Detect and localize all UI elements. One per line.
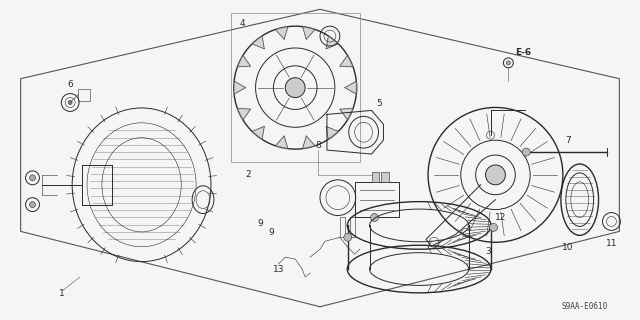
Text: 9: 9 <box>258 219 264 228</box>
Polygon shape <box>237 108 250 120</box>
Bar <box>78 89 90 100</box>
Polygon shape <box>345 81 356 94</box>
Text: 11: 11 <box>605 239 617 248</box>
Polygon shape <box>340 108 353 120</box>
Circle shape <box>371 213 378 221</box>
Text: S9AA-E0610: S9AA-E0610 <box>561 302 607 311</box>
Bar <box>355 182 399 217</box>
Text: 13: 13 <box>273 265 284 274</box>
Polygon shape <box>252 36 264 49</box>
Polygon shape <box>326 126 339 140</box>
Polygon shape <box>275 136 288 149</box>
Bar <box>340 218 345 237</box>
Circle shape <box>344 233 352 241</box>
Polygon shape <box>326 36 339 49</box>
Text: E-6: E-6 <box>515 48 531 57</box>
Circle shape <box>29 175 35 181</box>
Text: 4: 4 <box>240 19 246 28</box>
Circle shape <box>285 78 305 98</box>
Polygon shape <box>234 81 246 94</box>
Bar <box>349 218 355 237</box>
Polygon shape <box>237 55 250 67</box>
Circle shape <box>522 148 530 156</box>
Circle shape <box>506 61 510 65</box>
Circle shape <box>29 202 35 208</box>
Polygon shape <box>275 27 288 39</box>
Circle shape <box>490 223 497 231</box>
Circle shape <box>486 165 506 185</box>
Circle shape <box>68 100 72 105</box>
Text: 2: 2 <box>246 170 252 180</box>
Text: 10: 10 <box>562 243 573 252</box>
Bar <box>381 172 389 182</box>
Text: 6: 6 <box>67 80 73 89</box>
Bar <box>372 172 380 182</box>
Text: 7: 7 <box>565 136 571 145</box>
Text: 5: 5 <box>376 99 382 108</box>
Polygon shape <box>303 136 315 149</box>
Text: 9: 9 <box>269 228 275 237</box>
Text: 12: 12 <box>495 213 506 222</box>
Polygon shape <box>252 126 264 140</box>
Text: 1: 1 <box>60 289 65 298</box>
Text: 3: 3 <box>486 247 492 256</box>
Text: 8: 8 <box>315 140 321 150</box>
Polygon shape <box>340 55 353 67</box>
Bar <box>231 13 360 162</box>
Polygon shape <box>303 27 315 39</box>
